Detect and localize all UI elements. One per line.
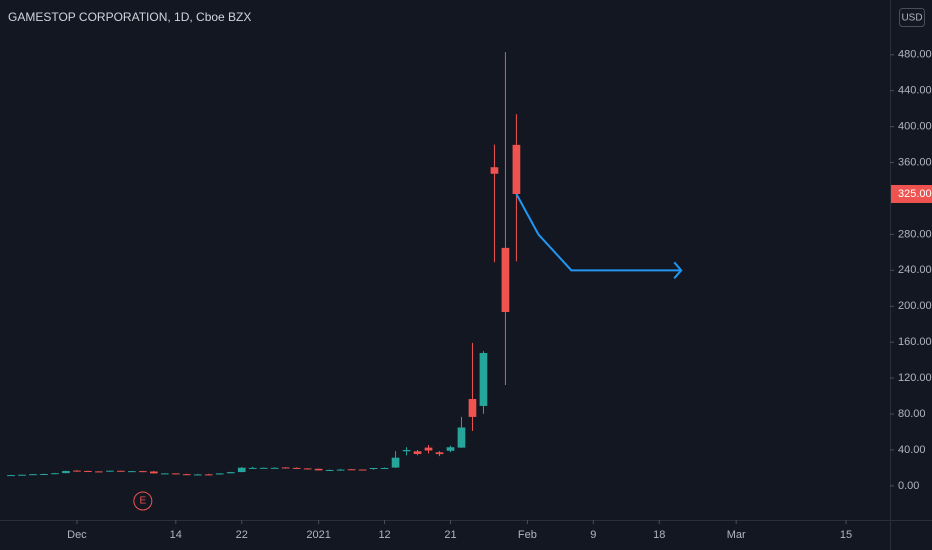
- price-badge: [891, 184, 932, 203]
- candle-body: [204, 474, 213, 476]
- x-tick-label: 12: [378, 529, 390, 541]
- candle-body: [281, 467, 290, 469]
- x-tick-label: Feb: [518, 529, 537, 541]
- candle-body: [95, 471, 103, 473]
- candle-body: [358, 469, 367, 471]
- y-tick-label: 80.00: [898, 408, 926, 420]
- y-tick-label: 120.00: [898, 372, 932, 384]
- candle-body: [62, 470, 70, 474]
- candle-body: [369, 468, 378, 469]
- candle-body: [40, 474, 48, 476]
- candle-body: [7, 475, 15, 477]
- candle-body: [117, 470, 125, 472]
- x-tick-label: 22: [236, 529, 248, 541]
- candle-body: [490, 167, 499, 174]
- candle-body: [446, 447, 455, 451]
- candle-body: [29, 474, 37, 476]
- candle-body: [138, 471, 147, 473]
- price-badge-label: 325.00: [898, 188, 932, 200]
- candle-body: [73, 470, 81, 472]
- chart-title: GAMESTOP CORPORATION, 1D, Cboe BZX: [8, 10, 251, 24]
- x-tick-label: 9: [590, 529, 596, 541]
- y-tick-label: 240.00: [898, 264, 932, 276]
- candle-body: [18, 474, 26, 476]
- candle-body: [391, 457, 400, 468]
- event-label: E: [140, 496, 147, 507]
- candle-body: [259, 467, 268, 469]
- y-tick-label: 200.00: [898, 300, 932, 312]
- candle-body: [435, 452, 444, 455]
- candle-body: [314, 468, 323, 471]
- x-tick-label: Dec: [67, 529, 87, 541]
- candle-body: [347, 469, 356, 471]
- candle-body: [292, 467, 301, 469]
- candle-body: [303, 468, 312, 470]
- y-tick-label: 40.00: [898, 444, 926, 456]
- y-tick-label: 360.00: [898, 156, 932, 168]
- candle-body: [402, 450, 411, 452]
- y-tick-label: 280.00: [898, 228, 932, 240]
- projection-arrowhead: [673, 261, 683, 279]
- candle-body: [237, 467, 246, 473]
- y-tick-label: 0.00: [898, 480, 919, 492]
- candle-body: [468, 399, 477, 417]
- candle-body: [479, 352, 488, 406]
- candle-body: [413, 451, 422, 454]
- candle-body: [51, 473, 59, 475]
- candle-body: [512, 144, 521, 194]
- candle-body: [149, 471, 158, 474]
- candle-body: [336, 469, 345, 471]
- candle-body: [193, 474, 202, 476]
- x-tick-label: 2021: [306, 529, 330, 541]
- candle-body: [501, 247, 510, 312]
- candle-body: [171, 473, 180, 475]
- y-tick-label: 440.00: [898, 85, 932, 97]
- candle-body: [380, 467, 389, 469]
- x-tick-label: 14: [170, 529, 182, 541]
- x-tick-label: 15: [840, 529, 852, 541]
- candle-body: [160, 473, 169, 475]
- candle-body: [182, 474, 191, 476]
- candle-body: [215, 473, 224, 475]
- candle-body: [325, 469, 334, 471]
- y-tick-label: 480.00: [898, 49, 932, 61]
- x-tick-label: 18: [653, 529, 665, 541]
- candle-body: [424, 447, 433, 451]
- candle-body: [226, 472, 235, 474]
- currency[interactable]: USD: [901, 13, 922, 24]
- candle-body: [106, 470, 114, 472]
- candle-body: [128, 471, 136, 473]
- y-tick-label: 160.00: [898, 336, 932, 348]
- candle-body: [248, 467, 257, 469]
- candle-body: [84, 470, 92, 472]
- currency-box[interactable]: [899, 8, 925, 27]
- y-tick-label: 400.00: [898, 121, 932, 133]
- event-marker: [133, 491, 153, 511]
- projection-line: [515, 193, 682, 272]
- x-tick-label: 21: [444, 529, 456, 541]
- candle-body: [457, 427, 466, 448]
- x-tick-label: Mar: [727, 529, 746, 541]
- candle-body: [270, 467, 279, 469]
